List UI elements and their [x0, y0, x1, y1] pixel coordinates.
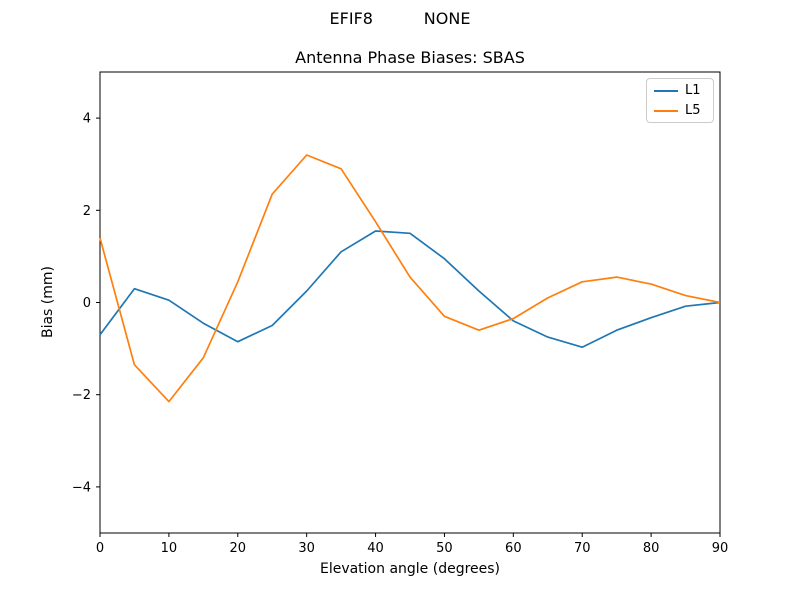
x-tick-label: 0 [96, 541, 104, 556]
x-tick-label: 80 [643, 541, 660, 556]
x-tick-label: 40 [367, 541, 384, 556]
legend-item-l5: L5 [654, 104, 705, 117]
y-axis-label: Bias (mm) [40, 265, 56, 339]
l1-line-swatch [654, 89, 678, 92]
x-tick-label: 90 [712, 541, 729, 556]
chart-title: Antenna Phase Biases: SBAS [295, 48, 525, 67]
series-line-l5 [99, 154, 721, 403]
y-tick-label: 0 [83, 296, 91, 311]
x-tick-label: 30 [298, 541, 315, 556]
y-tick-label: 4 [83, 112, 91, 127]
l5-line-swatch [654, 109, 678, 112]
x-tick-label: 10 [161, 541, 178, 556]
legend-label-l5: L5 [685, 103, 701, 118]
x-tick-label: 60 [505, 541, 522, 556]
legend-item-l1: L1 [654, 84, 705, 97]
y-tick-label: −2 [72, 388, 91, 403]
axes-spines [99, 71, 721, 534]
x-tick-label: 20 [230, 541, 247, 556]
series-line-l1 [99, 230, 721, 349]
y-tick-label: −4 [72, 480, 91, 495]
figure-suptitle: EFIF8 NONE [329, 9, 471, 28]
x-axis-label: Elevation angle (degrees) [319, 561, 501, 577]
legend-label-l1: L1 [685, 83, 701, 98]
y-tick-label: 2 [83, 204, 91, 219]
x-tick-label: 50 [436, 541, 453, 556]
x-tick-label: 70 [574, 541, 591, 556]
legend: L1 L5 [646, 78, 714, 123]
